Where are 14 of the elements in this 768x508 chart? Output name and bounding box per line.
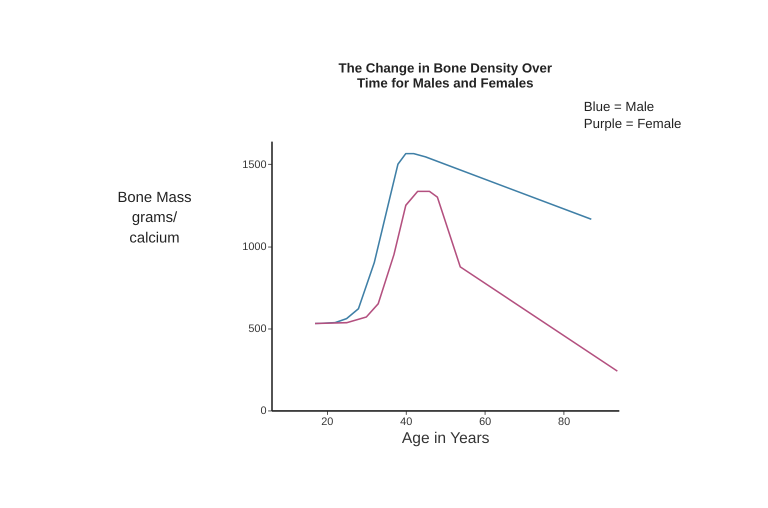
y-axis-title: Bone Mass grams/ calcium: [117, 190, 192, 246]
x-tick-label: 60: [479, 416, 492, 428]
y-tick-label: 500: [248, 322, 267, 335]
text: Purple = Female: [584, 116, 682, 132]
x-tick-label: 80: [558, 416, 570, 428]
x-tick-label: 20: [321, 416, 334, 428]
x-axis-title: Age in Years: [402, 430, 490, 447]
chart-title: The Change in Bone Density Over Time for Males and Females: [338, 60, 552, 90]
line-series: [314, 190, 618, 372]
y-tick-label: 1000: [242, 240, 267, 253]
x-tick-label: 40: [400, 416, 412, 428]
text: Blue = Male: [584, 98, 654, 114]
y-tick-label: 1500: [242, 158, 267, 171]
y-tick-label: 0: [260, 405, 267, 418]
